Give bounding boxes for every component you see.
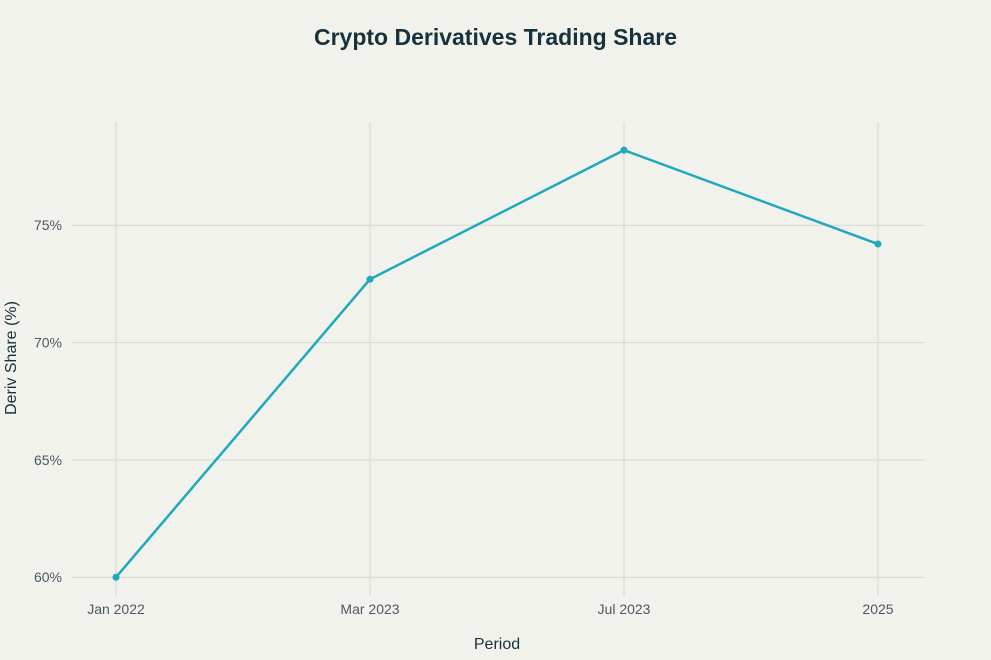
grid-layer	[72, 122, 925, 596]
tick-layer: Jan 2022 Mar 2023 Jul 2023 2025 60% 65% 70% 75%	[34, 217, 894, 617]
y-axis-label: Deriv Share (%)	[3, 301, 20, 415]
x-tick-label: Jul 2023	[598, 601, 651, 617]
y-tick-label: 60%	[34, 569, 62, 585]
x-axis-label: Period	[474, 636, 520, 653]
data-point	[112, 573, 120, 581]
series-layer	[112, 146, 882, 581]
data-point	[620, 146, 628, 154]
chart-title: Crypto Derivatives Trading Share	[313, 24, 677, 50]
series-line	[114, 148, 880, 579]
x-tick-label: 2025	[862, 601, 893, 617]
y-tick-label: 65%	[34, 452, 62, 468]
data-point	[366, 275, 374, 283]
y-tick-label: 75%	[34, 217, 62, 233]
x-tick-label: Mar 2023	[340, 601, 399, 617]
y-tick-label: 70%	[34, 335, 62, 351]
data-point	[874, 240, 882, 248]
x-tick-label: Jan 2022	[87, 601, 145, 617]
